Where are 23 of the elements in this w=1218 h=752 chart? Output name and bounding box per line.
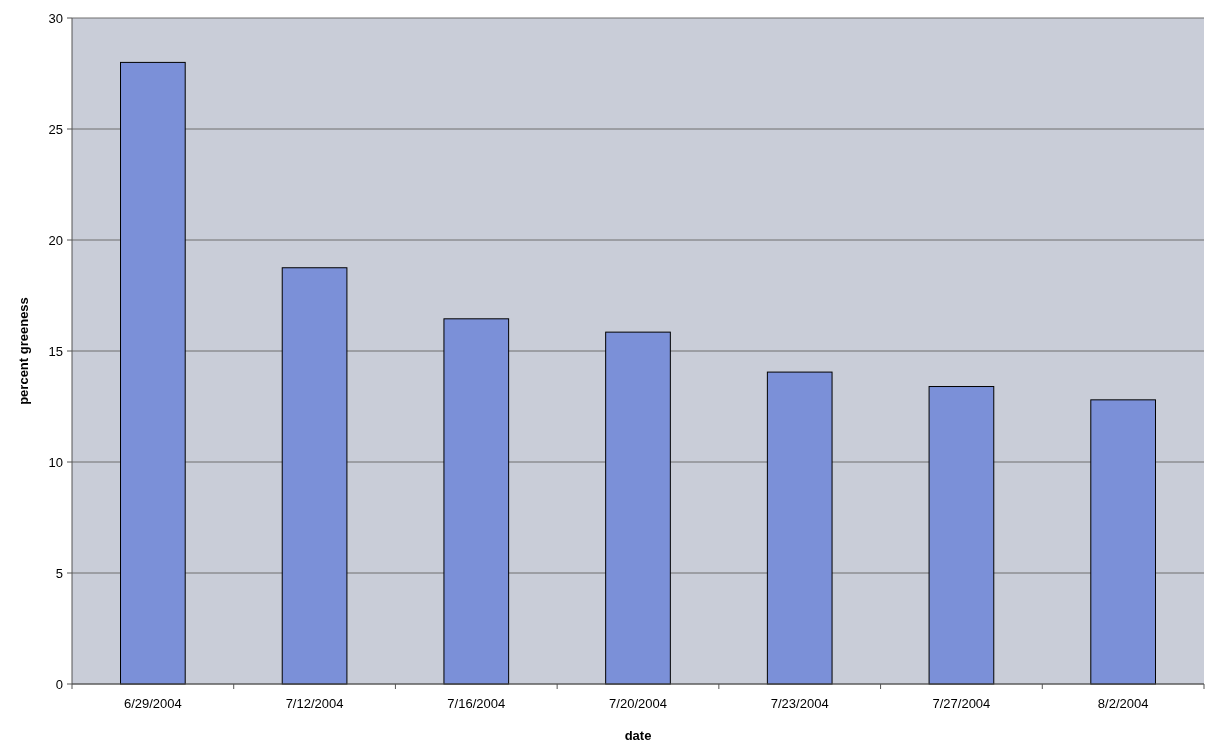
bar — [443, 318, 510, 685]
y-tick-label: 25 — [48, 121, 63, 137]
x-tick-label: 7/20/2004 — [609, 696, 667, 711]
x-tick-label: 7/23/2004 — [770, 696, 829, 711]
x-tick-label: 7/12/2004 — [285, 696, 344, 711]
x-tick-label: 7/27/2004 — [932, 696, 991, 711]
x-axis-title: date — [624, 728, 652, 743]
x-tick-label: 6/29/2004 — [123, 696, 182, 711]
y-axis-title: percent greeness — [16, 297, 31, 405]
bar — [766, 371, 833, 685]
bar — [120, 61, 186, 685]
y-tick-label: 30 — [48, 10, 63, 26]
y-tick-label: 15 — [48, 343, 63, 359]
x-tick-label: 7/16/2004 — [447, 696, 506, 711]
bar — [928, 386, 995, 685]
bar — [605, 331, 671, 685]
y-tick-label: 0 — [55, 676, 63, 692]
y-tick-label: 10 — [48, 454, 63, 470]
bar — [281, 267, 348, 685]
x-tick-label: 8/2/2004 — [1097, 696, 1149, 711]
bar — [1090, 399, 1156, 685]
y-tick-label: 20 — [48, 232, 63, 248]
y-tick-label: 5 — [55, 565, 63, 581]
